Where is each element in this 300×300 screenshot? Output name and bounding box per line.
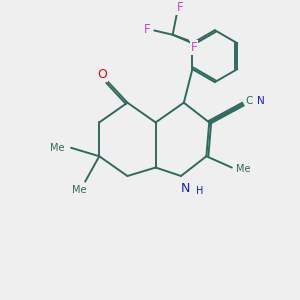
Text: C: C: [246, 96, 253, 106]
Text: N: N: [181, 182, 190, 195]
Text: Me: Me: [236, 164, 250, 174]
Text: F: F: [190, 41, 197, 54]
Text: F: F: [176, 2, 183, 14]
Text: Me: Me: [50, 143, 64, 153]
Text: N: N: [256, 96, 264, 106]
Text: F: F: [144, 22, 151, 36]
Text: Me: Me: [72, 185, 87, 195]
Text: O: O: [97, 68, 107, 81]
Text: H: H: [196, 187, 203, 196]
